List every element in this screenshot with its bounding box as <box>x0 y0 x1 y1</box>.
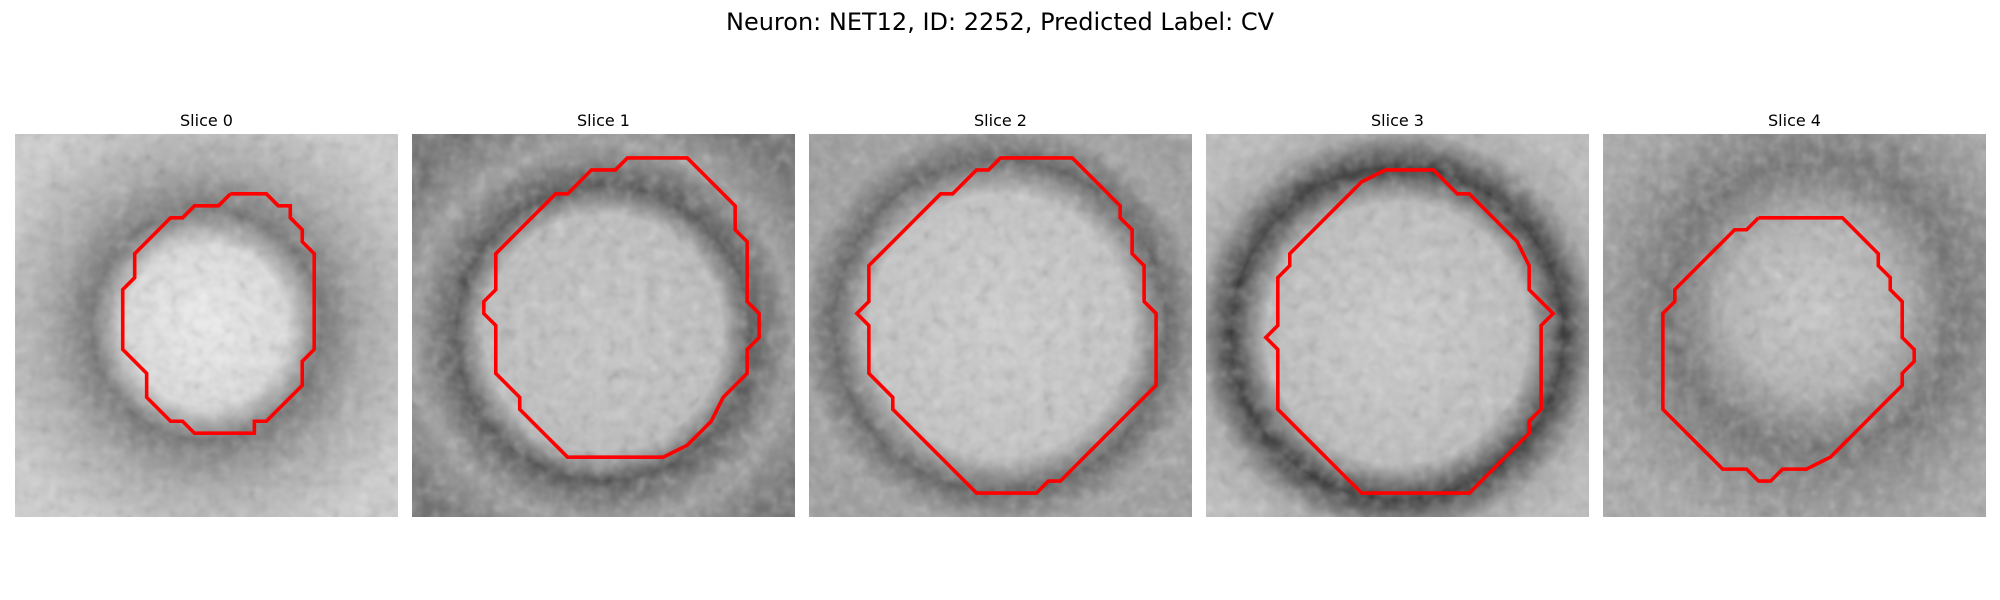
slice-title: Slice 2 <box>974 111 1027 130</box>
contour-line <box>482 156 761 459</box>
contour-line <box>854 156 1158 495</box>
slice-panel-2: Slice 2 <box>809 108 1192 517</box>
slice-title: Slice 0 <box>180 111 233 130</box>
slice-noise <box>1206 134 1589 517</box>
contour-line <box>120 192 317 436</box>
slice-image-4 <box>1603 134 1986 517</box>
slice-image-2 <box>809 134 1192 517</box>
slice-noise <box>15 134 398 517</box>
contour-line <box>1263 168 1556 495</box>
slice-panel-3: Slice 3 <box>1206 108 1589 517</box>
slice-panel-0: Slice 0 <box>15 108 398 517</box>
slice-noise <box>412 134 795 517</box>
figure-title: Neuron: NET12, ID: 2252, Predicted Label… <box>726 8 1274 36</box>
slice-image-3 <box>1206 134 1589 517</box>
slice-title: Slice 1 <box>577 111 630 130</box>
slice-panel-1: Slice 1 <box>412 108 795 517</box>
slice-noise <box>809 134 1192 517</box>
slice-image-0 <box>15 134 398 517</box>
contour-line <box>1661 215 1916 483</box>
slice-noise <box>1603 134 1986 517</box>
slice-image-1 <box>412 134 795 517</box>
slice-title: Slice 4 <box>1768 111 1821 130</box>
slice-title: Slice 3 <box>1371 111 1424 130</box>
slice-panel-4: Slice 4 <box>1603 108 1986 517</box>
